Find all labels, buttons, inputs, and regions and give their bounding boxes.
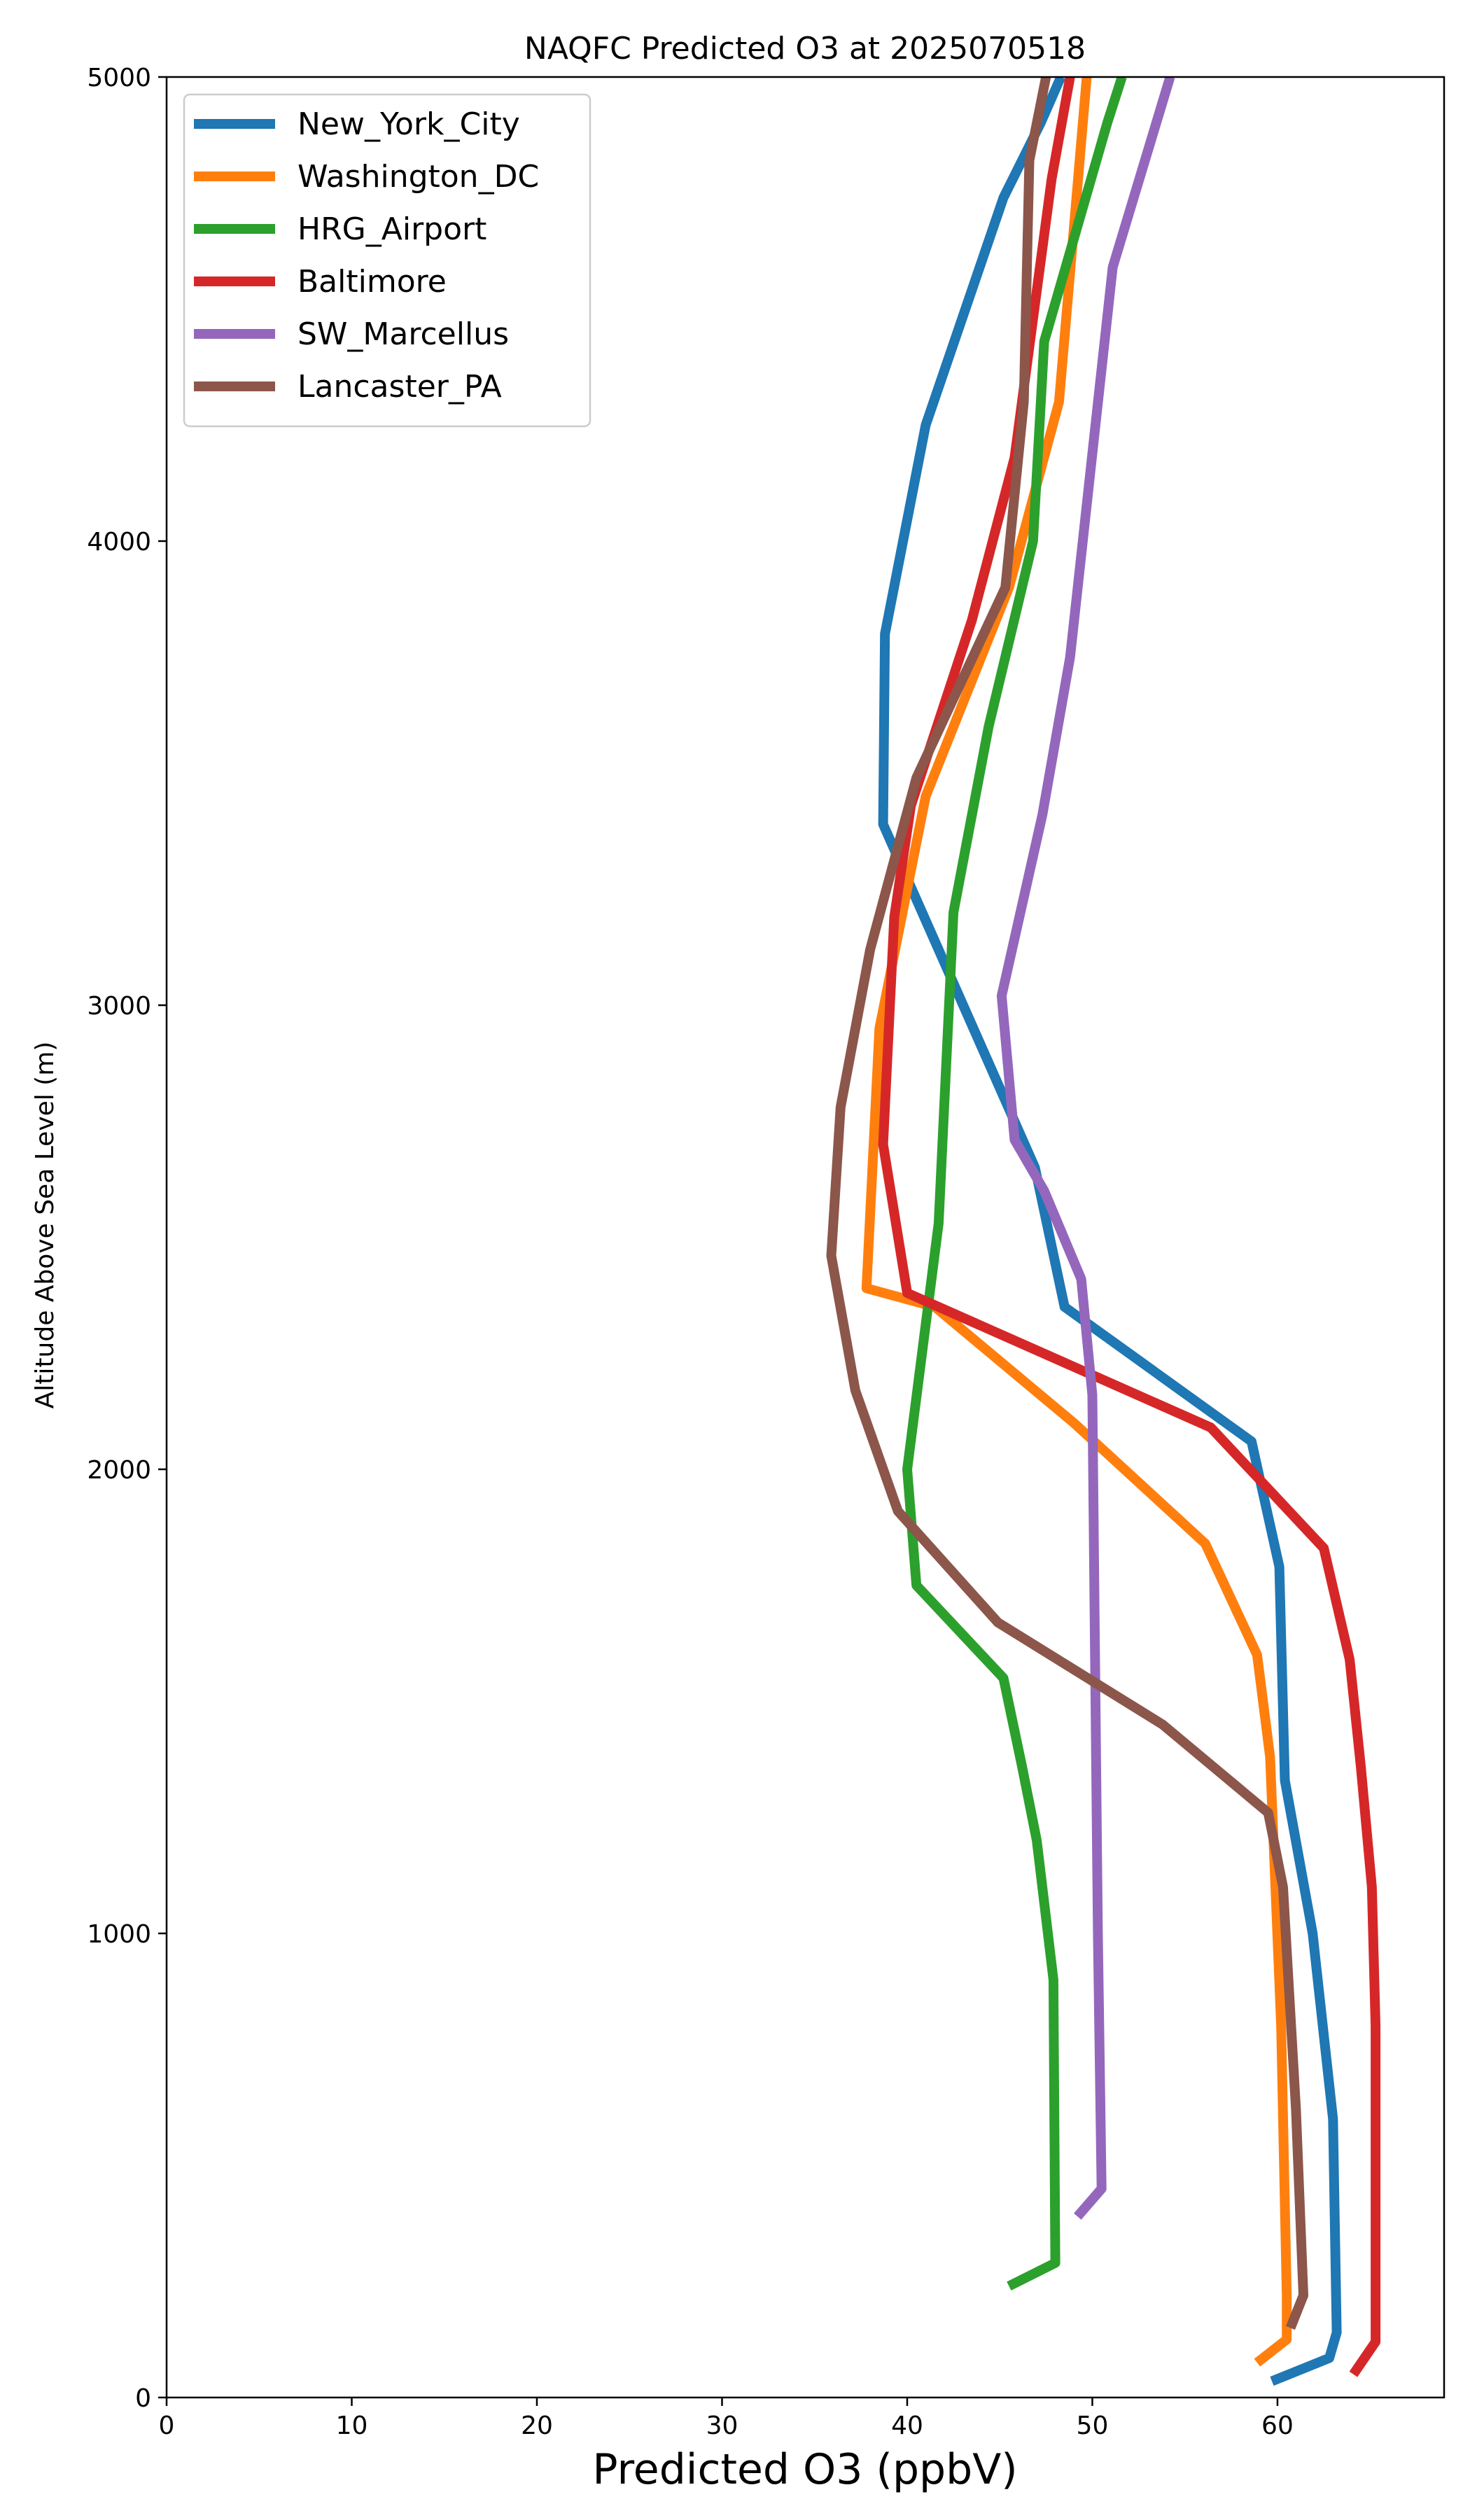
- legend-label-washington-dc: Washington_DC: [298, 159, 539, 195]
- plot-frame: [165, 76, 1446, 2399]
- series-line-lancaster-pa: [826, 77, 1308, 2330]
- x-tick-label: 40: [891, 2412, 923, 2440]
- x-tick-label: 20: [521, 2412, 553, 2440]
- y-tick-label: 1000: [87, 1920, 151, 1949]
- chart-title: NAQFC Predicted O3 at 2025070518: [524, 31, 1086, 66]
- series-group: [826, 77, 1381, 2386]
- x-tick-label: 30: [706, 2412, 738, 2440]
- y-tick-label: 0: [135, 2384, 151, 2413]
- plot-area: 0 10 20 30 40 50 60 0 1000 2000 3000 4000 5000: [87, 64, 1446, 2440]
- x-tick-label: 60: [1261, 2412, 1294, 2440]
- legend-label-lancaster-pa: Lancaster_PA: [298, 369, 502, 405]
- legend: New_York_City Washington_DC HRG_Airport Bal…: [183, 93, 592, 428]
- legend-box: [183, 93, 592, 428]
- x-axis-label: Predicted O3 (ppbV): [592, 2445, 1017, 2494]
- x-tick-label: 10: [336, 2412, 368, 2440]
- y-tick-label: 4000: [87, 528, 151, 556]
- legend-label-new-york-city: New_York_City: [298, 106, 520, 142]
- series-line-new-york-city: [878, 77, 1342, 2386]
- series-line-hrg-airport: [902, 77, 1127, 2291]
- y-tick-label: 5000: [87, 64, 151, 92]
- series-line-washington-dc: [861, 77, 1292, 2367]
- y-tick-label: 3000: [87, 992, 151, 1021]
- legend-label-hrg-airport: HRG_Airport: [298, 211, 486, 247]
- legend-label-baltimore: Baltimore: [298, 264, 447, 300]
- legend-label-sw-marcellus: SW_Marcellus: [298, 316, 509, 352]
- y-tick-label: 2000: [87, 1456, 151, 1485]
- x-tick-label: 0: [159, 2412, 175, 2440]
- y-axis-label: Altitude Above Sea Level (m): [31, 1042, 59, 1409]
- series-line-sw-marcellus: [996, 77, 1175, 2220]
- x-tick-label: 50: [1077, 2412, 1109, 2440]
- series-line-baltimore: [878, 77, 1381, 2377]
